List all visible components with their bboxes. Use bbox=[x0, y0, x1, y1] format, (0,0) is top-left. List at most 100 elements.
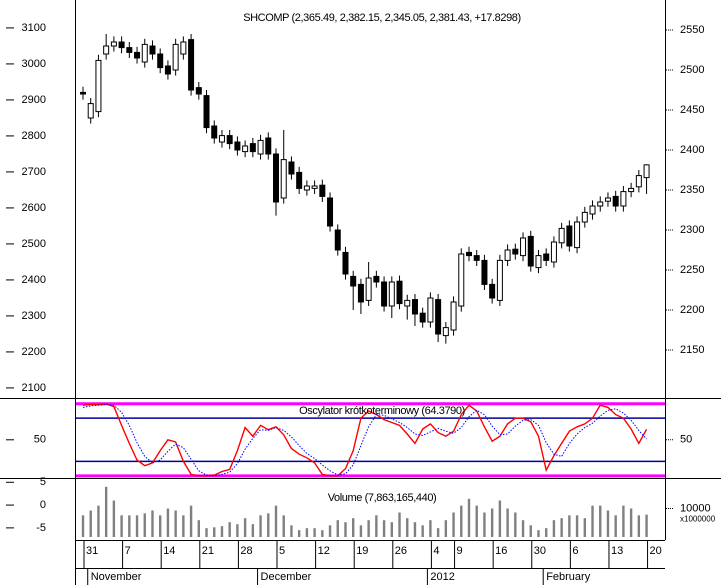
candle-body bbox=[327, 197, 334, 227]
month-label: 2012 bbox=[430, 571, 454, 583]
volume-bar bbox=[645, 514, 648, 537]
candle-body bbox=[620, 191, 627, 207]
candle-body bbox=[134, 51, 141, 59]
volume-bar bbox=[81, 515, 85, 537]
volume-bar bbox=[367, 520, 370, 537]
volume-bar bbox=[575, 515, 579, 537]
candle-body bbox=[180, 41, 187, 55]
volume-bar bbox=[336, 520, 339, 537]
candle-body bbox=[226, 135, 233, 145]
y2-tick-label: 10000 bbox=[680, 502, 711, 514]
y-tick-label: 50 bbox=[34, 434, 46, 446]
volume-bar bbox=[498, 500, 502, 537]
y2-tick-label: 2250 bbox=[680, 264, 704, 276]
volume-bar bbox=[128, 515, 131, 537]
volume-bar bbox=[382, 520, 386, 537]
candle-body bbox=[504, 249, 511, 261]
x-tick-label: 16 bbox=[495, 545, 507, 557]
candle-body bbox=[466, 251, 472, 257]
volume-bar bbox=[452, 512, 455, 537]
volume-bar bbox=[267, 513, 270, 537]
candle-body bbox=[628, 187, 635, 193]
candle-body bbox=[242, 145, 249, 153]
volume-bar bbox=[313, 528, 316, 537]
volume-bar bbox=[614, 515, 617, 537]
volume-bar bbox=[159, 515, 162, 537]
volume-bar bbox=[205, 528, 208, 537]
y-tick-label: 0 bbox=[40, 499, 46, 511]
y2-unit: x1000000 bbox=[680, 515, 716, 524]
x-tick-label: 7 bbox=[125, 545, 131, 557]
candle-body bbox=[265, 137, 272, 155]
volume-bar bbox=[429, 520, 432, 537]
volume-bar bbox=[197, 520, 200, 537]
candle-body bbox=[496, 259, 503, 301]
y-tick-label: 2200 bbox=[22, 346, 46, 358]
candle-body bbox=[164, 65, 171, 75]
candle-body bbox=[195, 87, 202, 95]
y-tick-label: 3100 bbox=[22, 22, 46, 34]
volume-bar bbox=[274, 505, 278, 537]
volume-bar bbox=[398, 512, 401, 537]
y2-tick-label: 2400 bbox=[680, 144, 704, 156]
candle-body bbox=[249, 143, 256, 153]
volume-bar bbox=[243, 518, 247, 537]
candle-body bbox=[373, 275, 380, 283]
candle-body bbox=[604, 197, 611, 202]
oscillator-line bbox=[82, 403, 647, 477]
volume-bar bbox=[97, 505, 100, 537]
candle-body bbox=[589, 205, 596, 215]
candle-body bbox=[481, 259, 488, 285]
candle-body bbox=[141, 43, 148, 63]
volume-bar bbox=[213, 527, 216, 537]
volume-bar bbox=[344, 522, 347, 537]
y-tick-label: 3000 bbox=[22, 58, 46, 70]
candle-body bbox=[427, 297, 434, 323]
volume-bar bbox=[467, 498, 471, 537]
candle-body bbox=[574, 221, 581, 249]
candle-body bbox=[280, 159, 287, 199]
candle-body bbox=[597, 201, 604, 207]
volume-bar bbox=[328, 525, 332, 537]
volume-bar bbox=[189, 505, 193, 537]
candle-body bbox=[581, 211, 588, 223]
x-tick-label: 26 bbox=[395, 545, 407, 557]
volume-bar bbox=[622, 505, 625, 537]
candle-body bbox=[411, 299, 418, 315]
x-tick-label: 6 bbox=[572, 545, 578, 557]
y-tick-label: 2900 bbox=[22, 94, 46, 106]
candle-body bbox=[442, 327, 449, 337]
candle-body bbox=[520, 237, 527, 257]
volume-bar bbox=[352, 518, 355, 537]
candle-body bbox=[257, 139, 264, 155]
volume-bar bbox=[421, 525, 424, 537]
candle-body bbox=[365, 277, 372, 301]
candle-body bbox=[381, 281, 388, 307]
candle-body bbox=[80, 91, 86, 95]
oscillator-line bbox=[82, 403, 648, 477]
candle-body bbox=[458, 253, 465, 307]
candle-body bbox=[296, 171, 303, 189]
volume-bar bbox=[560, 518, 563, 537]
volume-bar bbox=[104, 486, 108, 537]
candle-body bbox=[635, 175, 642, 188]
x-tick-label: 12 bbox=[318, 545, 330, 557]
volume-bar bbox=[143, 513, 146, 537]
candle-body bbox=[543, 253, 550, 261]
x-tick-label: 30 bbox=[534, 545, 546, 557]
volume-bar bbox=[521, 520, 525, 537]
month-label: February bbox=[546, 571, 591, 583]
candle-body bbox=[342, 251, 349, 275]
y2-tick-label: 2550 bbox=[680, 24, 704, 36]
candle-body bbox=[103, 45, 110, 55]
candle-body bbox=[404, 299, 411, 307]
y-tick-label: 2400 bbox=[22, 274, 46, 286]
panel-title: SHCOMP (2,365.49, 2,382.15, 2,345.05, 2,… bbox=[243, 12, 521, 24]
panel-title: Oscylator krótkoterminowy (64.3790) bbox=[299, 405, 465, 417]
y-tick-label: 5 bbox=[40, 476, 46, 488]
volume-bar bbox=[112, 500, 116, 537]
y2-tick-label: 2500 bbox=[680, 64, 704, 76]
volume-bar bbox=[89, 510, 92, 537]
x-tick-label: 31 bbox=[86, 545, 98, 557]
y-tick-label: 2300 bbox=[22, 310, 46, 322]
